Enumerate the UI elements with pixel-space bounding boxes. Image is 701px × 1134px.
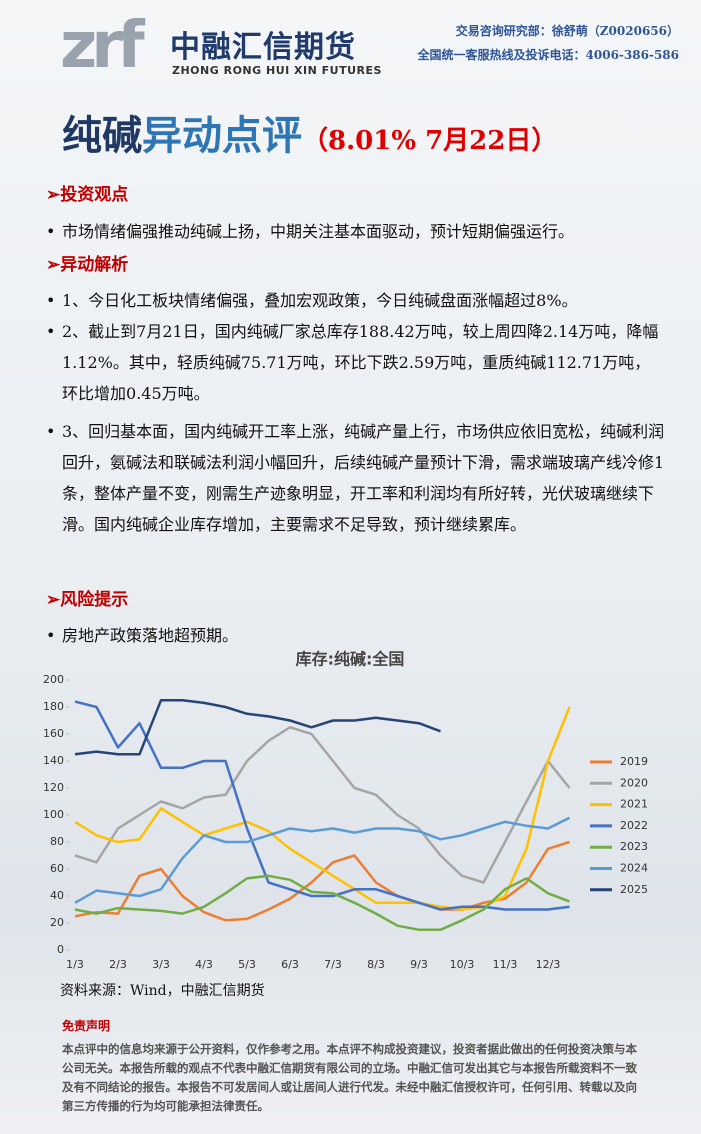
y-tick-label: 100	[43, 808, 64, 821]
company-name-en: ZHONG RONG HUI XIN FUTURES	[172, 64, 382, 77]
legend-label: 2024	[620, 862, 648, 875]
x-tick-label: 10/3	[450, 958, 475, 971]
logo: zrf	[60, 9, 145, 83]
chart-title: 库存:纯碱:全国	[296, 650, 405, 669]
y-tick-label: 60	[50, 862, 64, 875]
title: 纯碱异动点评（8.01% 7月22日）	[62, 112, 557, 165]
bullet: • 3、回归基本面，国内纯碱开工率上涨，纯碱产量上行，市场供应依旧宽松，纯碱利润回…	[46, 416, 666, 540]
series-line	[74, 816, 571, 904]
bullet-text: 1、今日化工板块情绪偏强，叠加宏观政策，今日纯碱盘面涨幅超过8%。	[62, 291, 578, 310]
bullet-dot: •	[46, 322, 56, 341]
y-tick-label: 120	[43, 781, 64, 794]
bullet: • 房地产政策落地超预期。	[46, 620, 666, 651]
bullet: • 市场情绪偏强推动纯碱上扬，中期关注基本面驱动，预计短期偏强运行。	[46, 216, 666, 247]
series-line	[74, 840, 570, 922]
series-line	[74, 874, 570, 932]
legend-label: 2020	[620, 776, 648, 789]
title-subject: 纯碱	[62, 112, 142, 159]
x-tick-label: 12/3	[536, 958, 561, 971]
y-tick-label: 0	[57, 943, 64, 956]
y-tick-label: 20	[50, 916, 64, 929]
contact: 交易咨询研究部：徐舒萌（Z0020656）	[455, 24, 679, 38]
y-tick-label: 180	[43, 700, 64, 713]
y-tick-label: 200	[43, 673, 64, 686]
disclaimer-heading: 免责声明	[62, 1019, 111, 1033]
y-tick-label: 80	[50, 835, 64, 848]
bullet-text: 2、截止到7月21日，国内纯碱厂家总库存188.42万吨，较上周四降2.14万吨…	[62, 322, 659, 403]
section-heading: ➢投资观点	[46, 185, 129, 205]
legend-label: 2025	[620, 883, 648, 896]
series-line	[74, 699, 441, 756]
x-tick-label: 7/3	[324, 958, 342, 971]
bullet: • 1、今日化工板块情绪偏强，叠加宏观政策，今日纯碱盘面涨幅超过8%。	[46, 285, 666, 316]
legend-label: 2022	[620, 819, 648, 832]
x-tick-label: 11/3	[493, 958, 518, 971]
y-tick-label: 160	[43, 727, 64, 740]
bullet-dot: •	[46, 626, 56, 645]
source: 资料来源：Wind，中融汇信期货	[60, 983, 265, 999]
legend-label: 2019	[620, 755, 648, 768]
x-tick-label: 9/3	[410, 958, 428, 971]
x-tick-label: 3/3	[152, 958, 170, 971]
x-tick-label: 8/3	[367, 958, 385, 971]
section-heading: ➢风险提示	[46, 590, 129, 610]
x-tick-label: 2/3	[109, 958, 127, 971]
section-heading: ➢异动解析	[46, 255, 129, 275]
bullet-text: 市场情绪偏强推动纯碱上扬，中期关注基本面驱动，预计短期偏强运行。	[62, 222, 575, 241]
x-tick-label: 1/3	[66, 958, 84, 971]
x-tick-label: 6/3	[281, 958, 299, 971]
bullet-dot: •	[46, 422, 56, 441]
chart: 库存:纯碱:全国 0 20 40 60 80 100 120 140 160 180 200 1/3 2…	[43, 650, 648, 972]
company-name: 中融汇信期货	[170, 30, 356, 65]
y-tick-label: 40	[50, 889, 64, 902]
series-line	[74, 726, 571, 884]
y-tick-label: 140	[43, 754, 64, 767]
bullet: • 2、截止到7月21日，国内纯碱厂家总库存188.42万吨，较上周四降2.14万…	[46, 316, 666, 409]
bullet-text: 3、回归基本面，国内纯碱开工率上涨，纯碱产量上行，市场供应依旧宽松，纯碱利润回升…	[62, 422, 665, 534]
x-tick-label: 5/3	[238, 958, 256, 971]
title-note: （8.01% 7月22日）	[302, 126, 558, 156]
bullet-dot: •	[46, 291, 56, 310]
legend-label: 2023	[620, 840, 648, 853]
bullet-text: 房地产政策落地超预期。	[62, 626, 239, 645]
title-rest: 异动点评	[142, 112, 302, 159]
disclaimer-text: 本点评中的信息均来源于公开资料，仅作参考之用。本点评不构成投资建议，投资者据此做…	[62, 1042, 637, 1113]
legend-label: 2021	[620, 798, 648, 811]
hotline: 全国统一客服热线及投诉电话：4006-386-586	[417, 48, 679, 62]
bullet-dot: •	[46, 222, 56, 241]
x-tick-label: 4/3	[195, 958, 213, 971]
